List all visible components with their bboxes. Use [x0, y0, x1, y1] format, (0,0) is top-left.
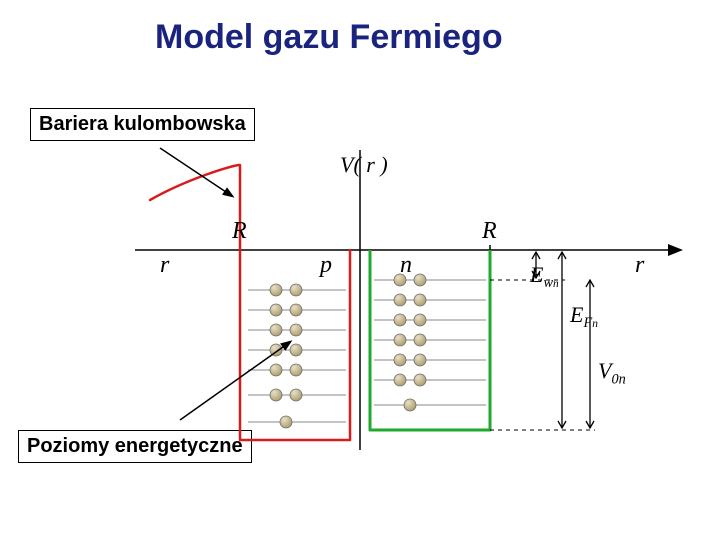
label-Ewn: Ewn: [530, 262, 559, 292]
label-n: n: [400, 252, 412, 279]
label-R-left: R: [232, 218, 247, 245]
energy-levels: [248, 280, 486, 422]
label-p: p: [320, 252, 332, 279]
label-r-right: r: [635, 252, 644, 279]
label-r-left: r: [160, 252, 169, 279]
label-EFn: EFn: [570, 302, 598, 332]
label-V0n: V0n: [598, 358, 626, 388]
label-Vr: V( r ): [340, 152, 388, 178]
fermi-gas-diagram: [0, 0, 720, 540]
label-R-right: R: [482, 218, 497, 245]
proton-well: [150, 165, 350, 440]
annotation-arrows: [160, 148, 290, 420]
